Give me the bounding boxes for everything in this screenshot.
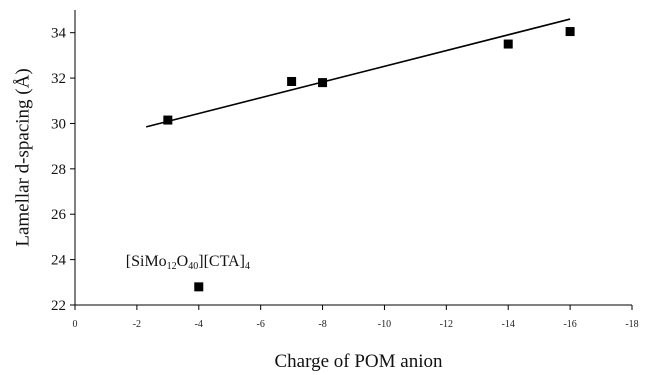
annotation-text: [SiMo [126, 253, 167, 270]
point-annotation: [SiMo12O40][CTA]4 [126, 253, 250, 272]
data-point [163, 115, 173, 125]
x-tick-label: -16 [563, 319, 576, 330]
annotation-subscript: 12 [167, 261, 177, 272]
data-points [163, 27, 575, 292]
annotations: [SiMo12O40][CTA]4 [126, 253, 250, 272]
y-ticks: 22 24 26 28 30 32 34 [51, 26, 75, 314]
y-tick-label: 34 [51, 26, 67, 42]
x-tick-label: -8 [318, 319, 326, 330]
data-point [287, 76, 297, 86]
y-axis-title: Lamellar d-spacing (Å) [12, 68, 33, 246]
y-tick-label: 32 [51, 71, 66, 87]
data-point [318, 78, 328, 88]
x-tick-label: -6 [256, 319, 264, 330]
x-tick-label: -2 [133, 319, 141, 330]
y-tick-label: 28 [51, 162, 66, 178]
y-tick-label: 22 [51, 298, 66, 314]
data-point [503, 39, 513, 49]
x-tick-label: -4 [195, 319, 203, 330]
x-axis-title: Charge of POM anion [275, 351, 443, 372]
annotation-subscript: 40 [188, 261, 198, 272]
y-tick-label: 26 [51, 207, 67, 223]
x-ticks: 0 -2 -4 -6 -8 -10 -12 -14 -16 -18 [73, 305, 639, 330]
annotation-text: ][CTA] [198, 253, 245, 270]
x-tick-label: -10 [378, 319, 391, 330]
x-tick-label: -14 [502, 319, 515, 330]
y-tick-label: 24 [51, 253, 67, 269]
annotation-text: O [177, 253, 189, 270]
data-point [565, 27, 575, 37]
y-tick-label: 30 [51, 116, 66, 132]
plot-area: 0 -2 -4 -6 -8 -10 -12 -14 -16 -18 22242628303234 … [51, 10, 639, 330]
annotation-subscript: 4 [245, 261, 250, 272]
x-tick-label: -12 [440, 319, 453, 330]
x-tick-label: 0 [73, 319, 78, 330]
trendline [145, 18, 571, 128]
data-point [194, 282, 204, 292]
x-tick-label: -18 [625, 319, 638, 330]
